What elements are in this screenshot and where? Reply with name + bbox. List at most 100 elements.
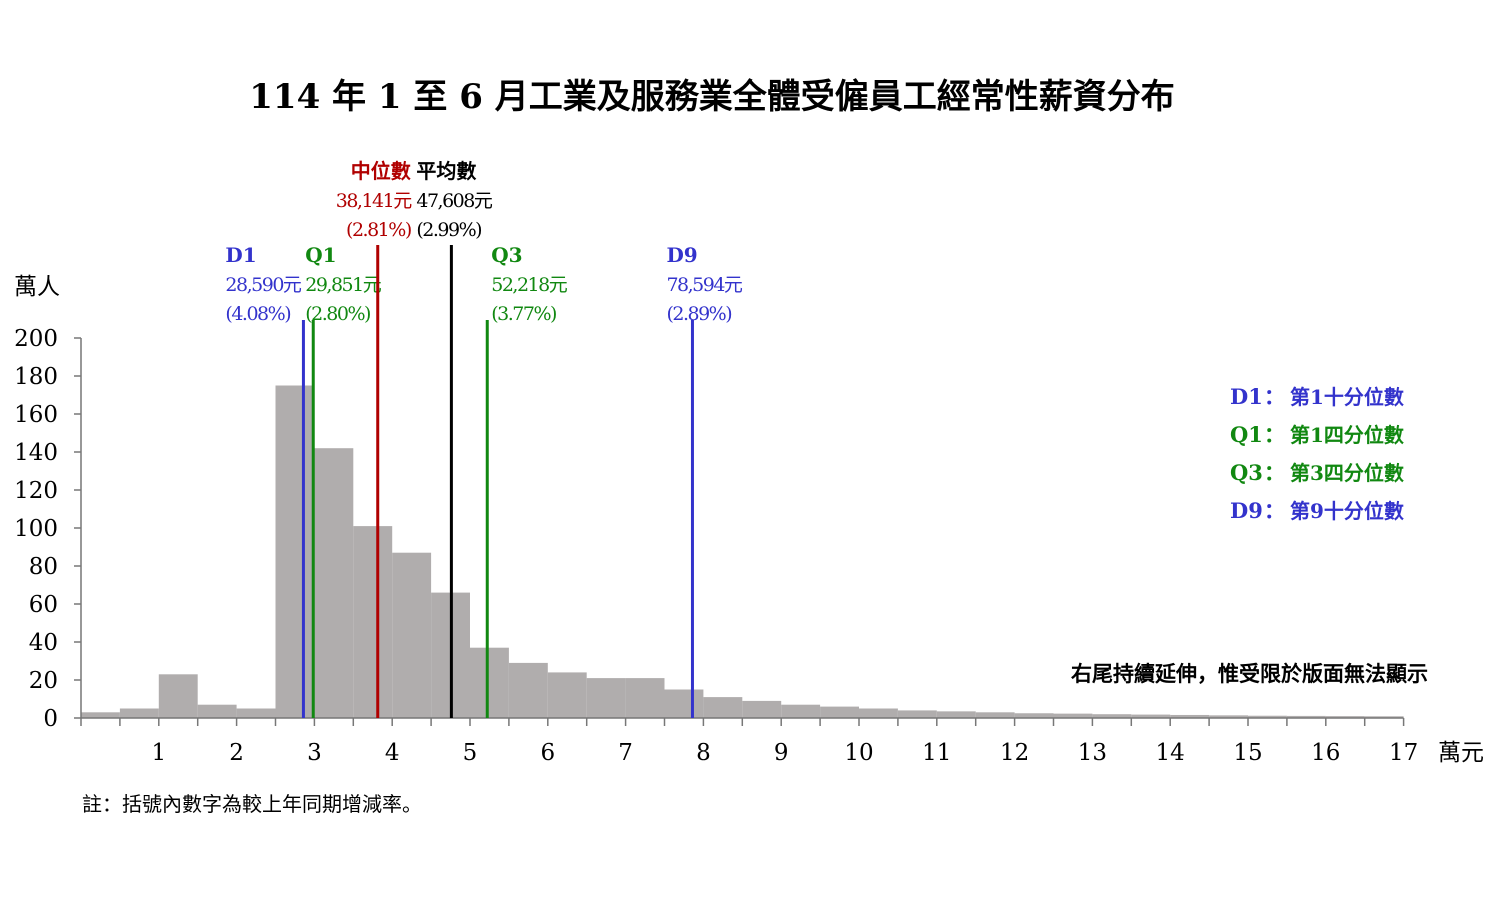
histogram-bar [236, 708, 276, 718]
histogram-bar [703, 697, 743, 718]
chart-title: 114 年 1 至 6 月工業及服務業全體受僱員工經常性薪資分布 [249, 77, 1174, 117]
y-tick-label: 140 [14, 440, 58, 466]
histogram-bar [664, 689, 704, 718]
y-axis-label: 萬人 [14, 274, 60, 300]
histogram-bar [742, 700, 782, 718]
x-tick-label: 7 [618, 740, 633, 766]
x-tick-label: 3 [307, 740, 322, 766]
legend-separator: ： [1264, 498, 1285, 523]
marker-label: D9 [666, 243, 697, 267]
y-tick-label: 20 [29, 668, 58, 694]
x-tick-label: 8 [696, 740, 711, 766]
y-tick-label: 160 [14, 402, 58, 428]
marker-amount: 52,218元 [491, 274, 567, 296]
x-tick-label: 1 [151, 740, 166, 766]
histogram-bar [781, 704, 821, 718]
x-tick-label: 2 [229, 740, 244, 766]
legend-text: 第3四分位數 [1290, 461, 1404, 485]
histogram-bar [470, 647, 509, 718]
histogram-bar [1131, 714, 1171, 718]
histogram-bar [508, 662, 548, 718]
x-tick-label: 13 [1078, 740, 1107, 766]
y-tick-label: 40 [29, 630, 58, 656]
y-tick-label: 120 [14, 478, 58, 504]
statistic-markers: D1 28,590元 (4.08%) Q1 29,851元 (2.80%) 中位數 38,14… [225, 159, 744, 718]
marker-amount: 28,590元 [225, 274, 301, 296]
y-tick-label: 200 [14, 326, 58, 352]
footnote: 註：括號內數字為較上年同期增減率。 [82, 792, 422, 816]
marker-change: (2.99%) [416, 219, 481, 241]
x-tick-label: 5 [463, 740, 478, 766]
legend-separator: ： [1264, 422, 1285, 447]
histogram-bar [353, 526, 393, 718]
x-tick-label: 10 [844, 740, 873, 766]
x-tick-label: 14 [1156, 740, 1185, 766]
y-tick-label: 80 [29, 554, 58, 580]
legend-key: D1 [1230, 384, 1263, 409]
marker-label: Q3 [491, 243, 522, 267]
marker-label: 平均數 [416, 159, 476, 183]
histogram-bar [897, 710, 937, 718]
marker-label: Q1 [305, 243, 336, 267]
histogram-bar [1364, 716, 1404, 718]
histogram-bar [547, 672, 587, 718]
histogram-bar [81, 712, 120, 718]
x-tick-label: 12 [1000, 740, 1029, 766]
y-tick-label: 0 [43, 706, 58, 732]
marker-amount: 29,851元 [305, 274, 381, 296]
x-tick-label: 6 [540, 740, 555, 766]
histogram-bar [1286, 715, 1326, 718]
x-tick-label: 15 [1233, 740, 1262, 766]
histogram-bar [586, 678, 626, 718]
histogram-bar [859, 708, 898, 718]
histogram-bar [314, 448, 354, 718]
histogram-bar [392, 552, 432, 718]
histogram-bar [1325, 716, 1365, 718]
marker-label: 中位數 [351, 159, 411, 183]
legend-separator: ： [1264, 384, 1285, 409]
y-tick-label: 60 [29, 592, 58, 618]
histogram-bar [625, 678, 665, 718]
x-axis-label: 萬元 [1438, 740, 1484, 766]
legend-text: 第1十分位數 [1290, 385, 1404, 409]
histogram-bar [1209, 715, 1248, 718]
legend-key: Q1 [1230, 422, 1263, 447]
marker-change: (2.80%) [305, 303, 370, 325]
histogram-bar [197, 704, 237, 718]
histogram-bar [975, 712, 1015, 718]
marker-amount: 38,141元 [336, 190, 412, 212]
marker-change: (2.89%) [666, 303, 731, 325]
histogram-bar [275, 385, 315, 718]
x-tick-label: 4 [385, 740, 400, 766]
x-tick-label: 16 [1311, 740, 1340, 766]
legend-text: 第9十分位數 [1290, 499, 1404, 523]
marker-label: D1 [225, 243, 256, 267]
marker-change: (2.81%) [346, 219, 411, 241]
histogram-bar [820, 706, 859, 718]
histogram-bar [1092, 714, 1132, 718]
legend-separator: ： [1264, 460, 1285, 485]
marker-amount: 78,594元 [666, 274, 742, 296]
x-tick-label: 17 [1389, 740, 1418, 766]
histogram-bar [1248, 715, 1287, 718]
legend-key: D9 [1230, 498, 1263, 523]
x-tick-label: 11 [922, 740, 951, 766]
x-tick-label: 9 [774, 740, 789, 766]
marker-change: (3.77%) [491, 303, 556, 325]
histogram-bars [81, 385, 1404, 718]
marker-change: (4.08%) [225, 303, 290, 325]
histogram-bar [1053, 713, 1093, 718]
histogram-bar [158, 674, 198, 718]
histogram-bar [1170, 714, 1210, 718]
y-tick-label: 180 [14, 364, 58, 390]
y-tick-label: 100 [14, 516, 58, 542]
right-tail-annotation: 右尾持續延伸，惟受限於版面無法顯示 [1071, 661, 1428, 686]
histogram-bar [936, 711, 976, 718]
legend-key: Q3 [1230, 460, 1263, 485]
histogram-bar [1014, 713, 1054, 718]
histogram-bar [119, 708, 159, 718]
legend-text: 第1四分位數 [1290, 423, 1404, 447]
